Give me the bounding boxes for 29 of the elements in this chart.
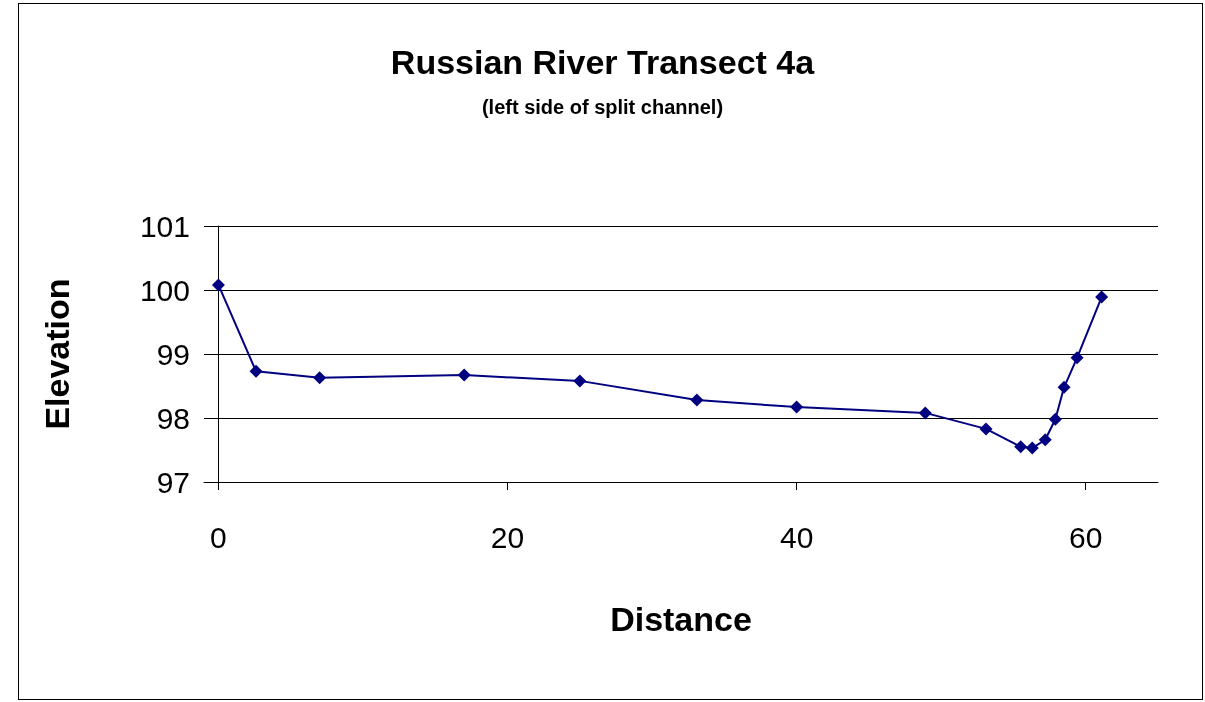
y-tick-label: 98: [156, 401, 190, 435]
x-tick-label: 60: [1069, 520, 1103, 554]
point: [690, 393, 704, 407]
x-tick-label: 20: [490, 520, 525, 554]
point: [249, 364, 263, 378]
y-tick-label: 101: [139, 209, 190, 243]
chart-subtitle: (left side of split channel): [481, 96, 724, 118]
point: [1057, 380, 1071, 394]
point: [211, 278, 225, 292]
point: [1038, 433, 1052, 447]
point: [979, 422, 993, 436]
point: [918, 406, 932, 420]
point: [573, 374, 587, 388]
point: [313, 371, 327, 385]
y-tick-label: 97: [156, 465, 190, 499]
point: [1095, 290, 1109, 304]
point: [790, 400, 804, 414]
point: [1070, 351, 1084, 365]
y-axis-title: Elevation: [38, 278, 76, 430]
x-tick-label: 0: [210, 520, 227, 554]
point: [1025, 441, 1039, 455]
point: [1014, 440, 1028, 454]
y-tick-label: 99: [156, 337, 190, 371]
point: [1048, 412, 1062, 426]
point: [457, 368, 471, 382]
y-tick-label: 100: [139, 273, 190, 307]
chart-title: Russian River Transect 4a: [390, 43, 816, 81]
x-axis-title: Distance: [610, 600, 752, 638]
x-tick-label: 40: [779, 520, 814, 554]
